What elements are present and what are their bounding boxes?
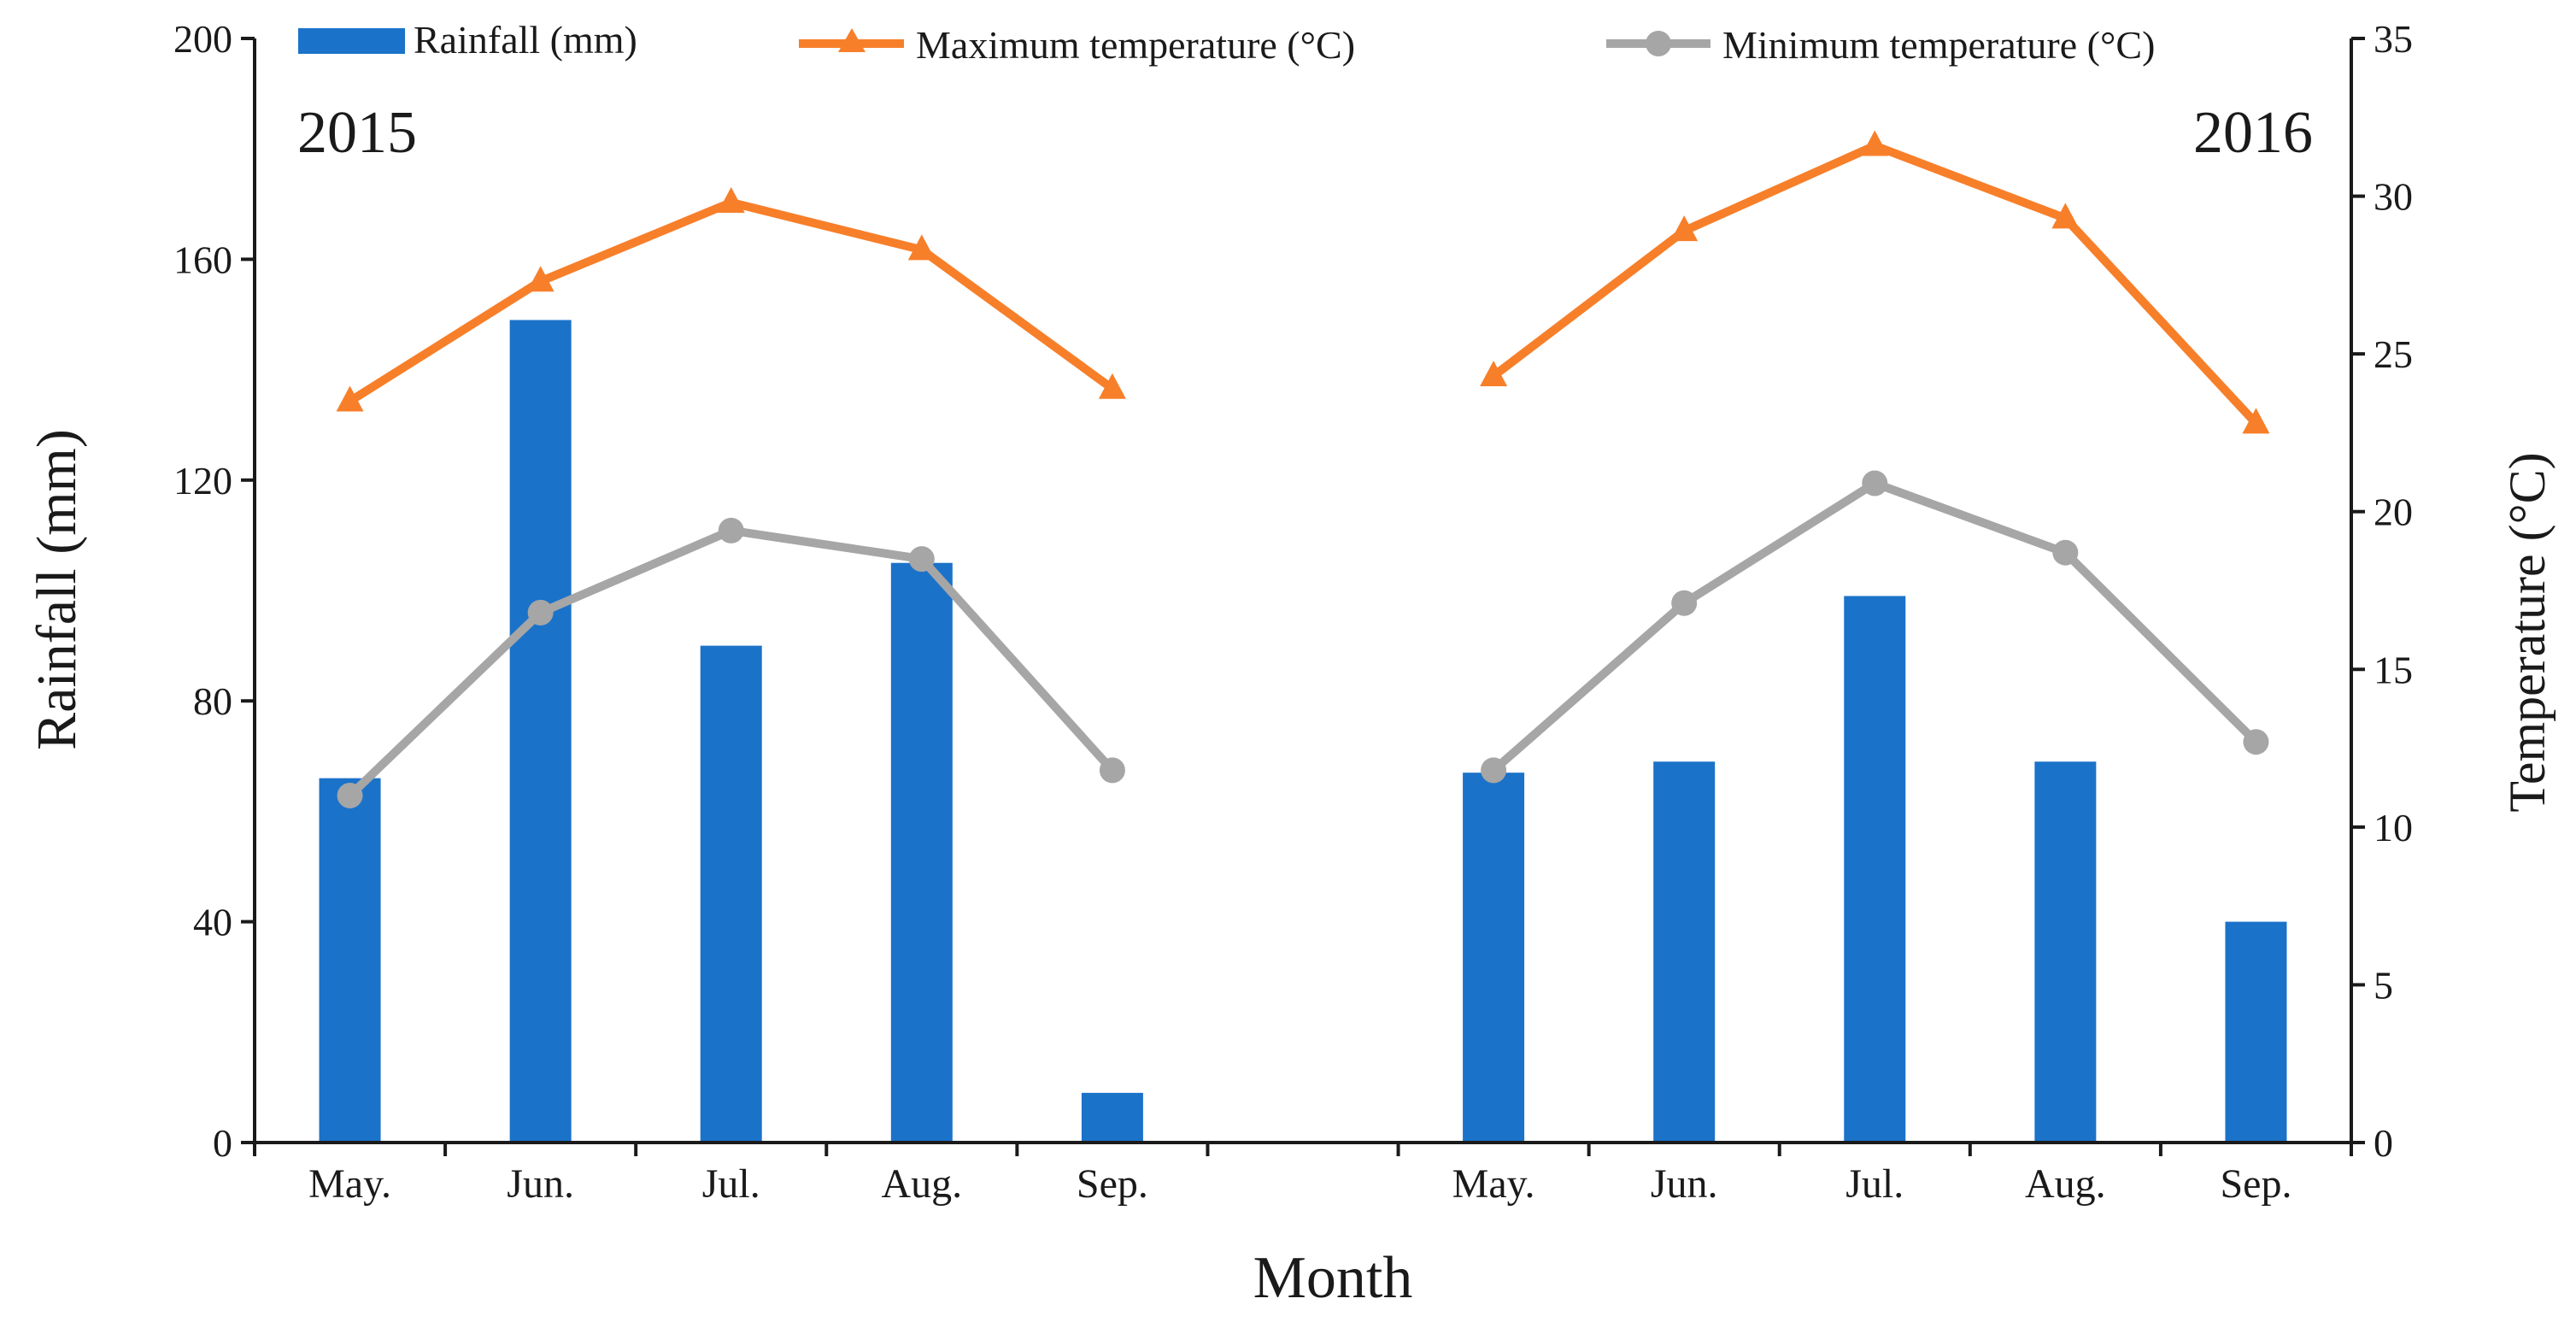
axes: 0 40 80 120 160 200 0 5 10 15 20 25 30 35 May. Jun. Jul.… [173,17,2413,1207]
legend-min-temp-label: Minimum temperature (°C) [1722,23,2155,67]
y-left-tick-label: 0 [213,1121,232,1165]
max-temp-line [345,197,1117,406]
legend-max-temp-marker [838,28,866,52]
min-temp-point [1671,590,1698,616]
legend-min-temp-marker [1646,31,1671,56]
x-tick-label: May. [1452,1161,1535,1207]
rainfall-bar [1844,596,1906,1143]
max-temp-point [1861,130,1889,156]
min-temp-point [908,546,935,573]
rainfall-bar [700,645,762,1143]
rainfall-bar [2225,921,2287,1143]
min-temp-point [2243,729,2269,755]
min-temp-point [337,782,363,808]
max-temp-point [2051,203,2080,229]
max-temp-point [1670,215,1699,242]
x-tick-label: Jun. [1651,1161,1718,1207]
y-right-tick-label: 10 [2374,806,2413,849]
year-label-2016: 2016 [2193,100,2313,166]
rainfall-bars [319,320,2287,1143]
legend-max-temp-label: Maximum temperature (°C) [916,23,1355,67]
y-axis-left-title: Rainfall (mm) [26,429,88,750]
rainfall-bar [890,562,953,1143]
y-left-tick-label: 200 [173,17,232,61]
y-left-tick-label: 120 [173,459,232,502]
min-temp-point [527,599,554,626]
max-temp-point [907,234,936,261]
max-temp-point [2242,408,2270,434]
x-tick-label: Aug. [881,1161,962,1207]
min-temp-point [1481,757,1507,784]
max-temp-point [717,186,745,213]
y-right-tick-label: 0 [2374,1121,2393,1165]
y-left-tick-label: 80 [193,679,232,723]
y-left-tick-label: 40 [193,901,232,944]
y-axis-right-title: Temperature (°C) [2499,452,2555,812]
rainfall-bar [319,778,381,1143]
max-temp-point [1098,373,1126,399]
x-tick-label: Jul. [702,1161,760,1207]
min-temp-point [2052,539,2079,566]
min-temp-point [1099,757,1125,784]
x-tick-label: Jul. [1845,1161,1904,1207]
rainfall-bar [1081,1092,1143,1143]
x-axis-title: Month [1253,1245,1413,1311]
legend-rainfall-label: Rainfall (mm) [414,18,637,62]
max-temp-point [526,266,555,292]
rainfall-bar [1653,761,1716,1143]
legend: Rainfall (mm) Maximum temperature (°C) M… [298,18,2155,67]
year-label-2015: 2015 [297,100,417,166]
y-right-tick-label: 30 [2374,175,2413,219]
rainfall-bar [509,320,572,1143]
x-tick-label: Sep. [1077,1161,1148,1207]
rainfall-bar [2034,761,2097,1143]
x-tick-label: Sep. [2220,1161,2291,1207]
max-temp-line [1489,141,2261,428]
min-temp-point [718,517,744,543]
y-left-tick-label: 160 [173,238,232,281]
y-right-tick-label: 15 [2374,648,2413,691]
max-temp-point [1480,360,1508,386]
y-right-tick-label: 5 [2374,963,2393,1007]
min-temp-point [1862,470,1888,496]
temperature-lines [336,130,2270,808]
x-tick-label: Aug. [2025,1161,2106,1207]
x-tick-label: Jun. [507,1161,574,1207]
y-right-tick-label: 35 [2374,17,2413,61]
max-temp-point [336,385,364,412]
x-tick-label: May. [308,1161,391,1207]
legend-rainfall-swatch [298,28,405,54]
y-right-tick-label: 25 [2374,332,2413,376]
rainfall-bar [1463,773,1525,1143]
y-right-tick-label: 20 [2374,491,2413,534]
